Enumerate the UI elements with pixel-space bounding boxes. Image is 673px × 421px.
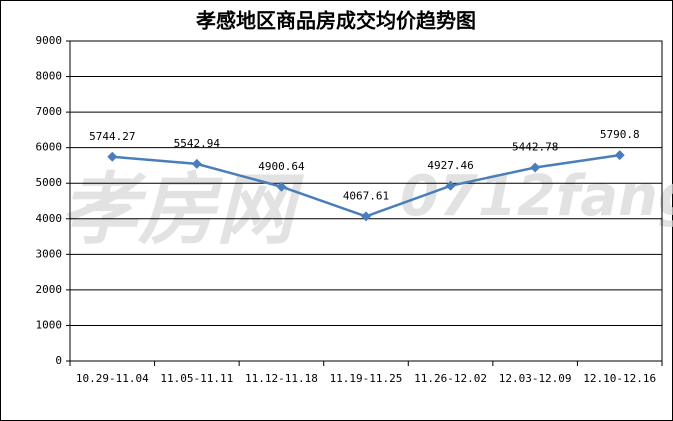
marker: [361, 211, 371, 222]
x-tick-label: 12.03-12.09: [499, 372, 572, 385]
marker: [276, 181, 287, 192]
marker: [614, 150, 625, 161]
y-tick-label: 6000: [36, 141, 63, 154]
value-label: 4927.46: [427, 159, 473, 172]
value-label: 4067.61: [343, 189, 389, 202]
value-label: 5442.78: [512, 140, 558, 153]
value-label: 5744.27: [89, 130, 135, 143]
x-tick-label: 11.12-11.18: [245, 372, 318, 385]
plot-border: [69, 40, 663, 362]
x-tick-label: 11.05-11.11: [160, 372, 233, 385]
x-tick-label: 10.29-11.04: [76, 372, 149, 385]
y-tick-label: 4000: [36, 212, 63, 225]
chart-title: 孝感地区商品房成交均价趋势图: [195, 9, 476, 33]
y-tick-label: 1000: [36, 318, 63, 331]
y-tick-label: 3000: [36, 247, 63, 260]
value-label: 4900.64: [258, 160, 305, 173]
marker: [107, 151, 118, 162]
watermark: 孝房网: [60, 165, 305, 255]
y-tick-label: 5000: [36, 176, 63, 189]
value-label: 5790.8: [600, 128, 640, 141]
marker: [191, 158, 202, 169]
watermark: 0712fang.com: [400, 164, 673, 229]
marker: [445, 180, 456, 191]
y-tick-label: 9000: [36, 34, 63, 47]
x-tick-label: 12.10-12.16: [583, 372, 656, 385]
y-tick-label: 0: [55, 354, 62, 367]
y-tick-label: 2000: [36, 283, 63, 296]
value-label: 5542.94: [174, 137, 221, 150]
x-tick-label: 11.26-12.02: [414, 372, 487, 385]
x-tick-label: 11.19-11.25: [330, 372, 403, 385]
y-tick-label: 8000: [36, 70, 63, 83]
marker: [530, 162, 541, 173]
y-tick-label: 7000: [36, 105, 63, 118]
